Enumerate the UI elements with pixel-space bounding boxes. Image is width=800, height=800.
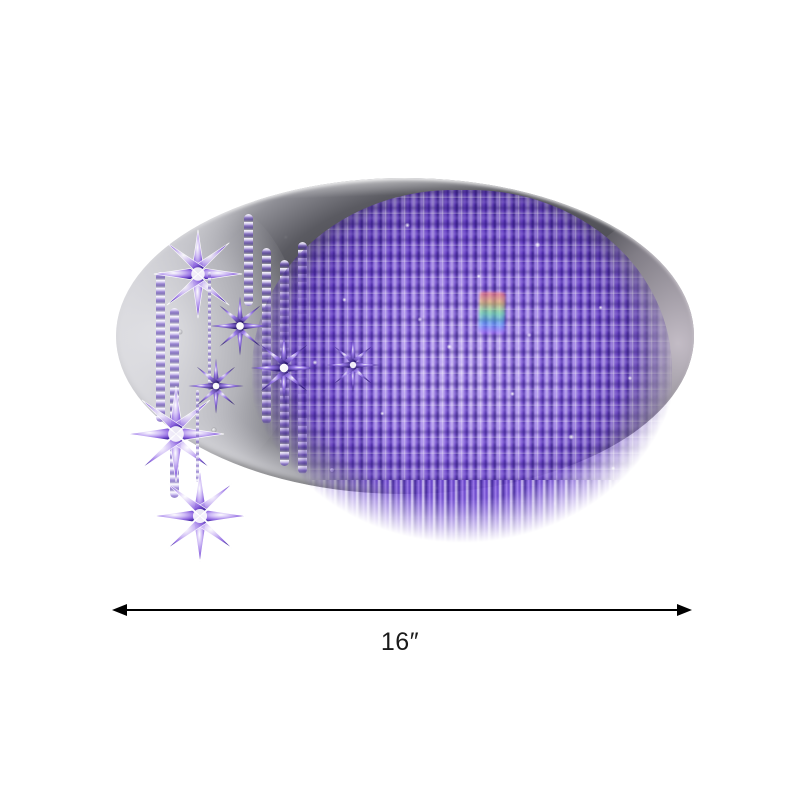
star-hanging-chain bbox=[208, 272, 211, 390]
crystal-bead-strand bbox=[244, 214, 253, 306]
star-hanging-chain bbox=[196, 390, 199, 482]
accent-star-small bbox=[250, 334, 318, 402]
arrow-left-icon bbox=[112, 604, 127, 616]
ceiling-light-fixture: Round chrome flush mount ceiling light w… bbox=[112, 176, 698, 598]
star-ornament-middle bbox=[127, 385, 225, 483]
dimension-arrow-line bbox=[112, 604, 692, 616]
accent-star-small bbox=[326, 338, 380, 392]
accent-star-small bbox=[188, 358, 244, 414]
dimension-label: 16″ bbox=[380, 628, 420, 656]
dimension-shaft bbox=[122, 609, 682, 612]
crystal-bottom-fringe bbox=[285, 480, 639, 598]
mounting-screw bbox=[178, 330, 182, 334]
star-ornament-lower bbox=[153, 469, 247, 563]
mounting-screw bbox=[212, 428, 216, 432]
crystal-bead-strand bbox=[156, 272, 165, 422]
arrow-right-icon bbox=[677, 604, 692, 616]
accent-star-small bbox=[210, 296, 270, 356]
crystal-rod-cascade bbox=[252, 190, 672, 598]
prismatic-rainbow-flash bbox=[478, 291, 506, 335]
